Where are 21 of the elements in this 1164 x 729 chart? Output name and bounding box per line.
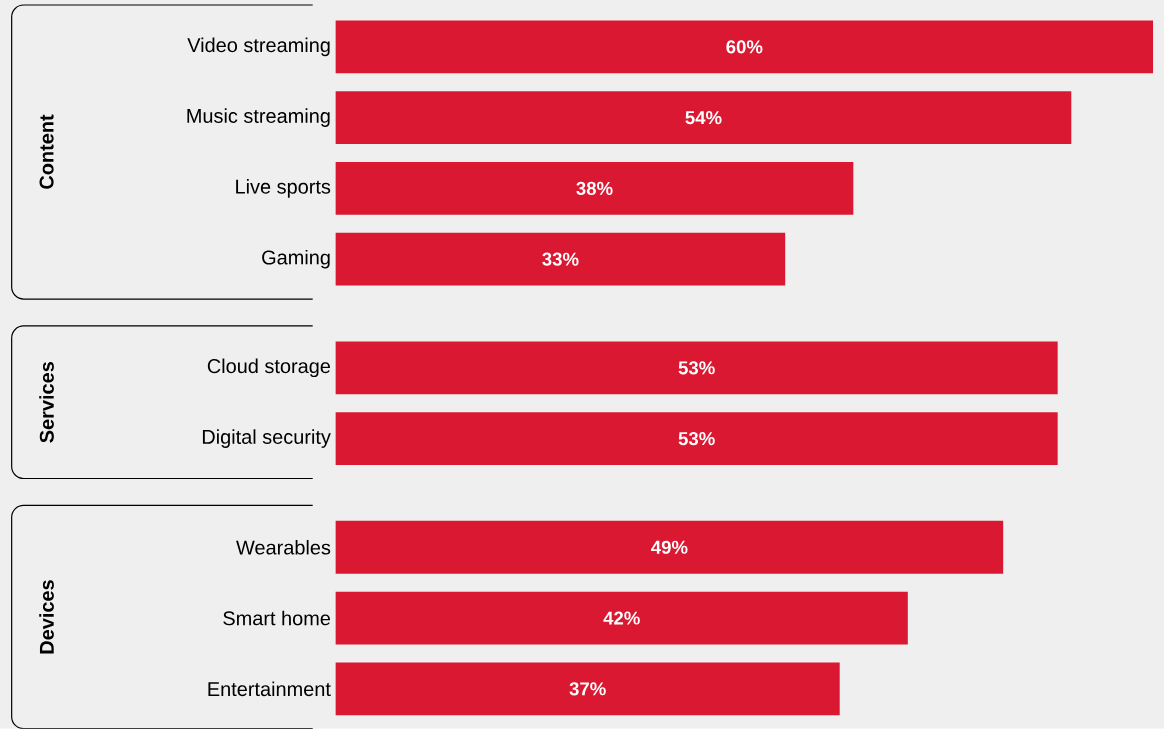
y-tick-label: Cloud storage [207, 358, 331, 378]
data-label: 53% [678, 432, 715, 446]
y-tick-label: Gaming [262, 250, 330, 269]
y-tick-label: Entertainment [208, 681, 331, 697]
data-label: 60% [726, 40, 763, 54]
data-label: 37% [569, 682, 606, 696]
data-label: 53% [678, 361, 715, 375]
data-label: 38% [576, 181, 613, 196]
data-label: 33% [542, 252, 579, 266]
text: Services [39, 362, 54, 443]
data-label: 42% [603, 611, 640, 625]
y-tick-label: Music streaming [187, 108, 330, 128]
y-tick-label: Wearables [236, 540, 331, 555]
y-tick-label: Smart home [223, 610, 331, 626]
data-label: 54% [685, 111, 722, 125]
y-tick-label: Video streaming [187, 37, 330, 57]
text: Devices [39, 580, 54, 654]
data-label: 49% [651, 540, 688, 555]
y-tick-label: Live sports [236, 179, 331, 198]
text: Content [39, 114, 54, 190]
y-tick-label: Digital security [202, 429, 331, 449]
